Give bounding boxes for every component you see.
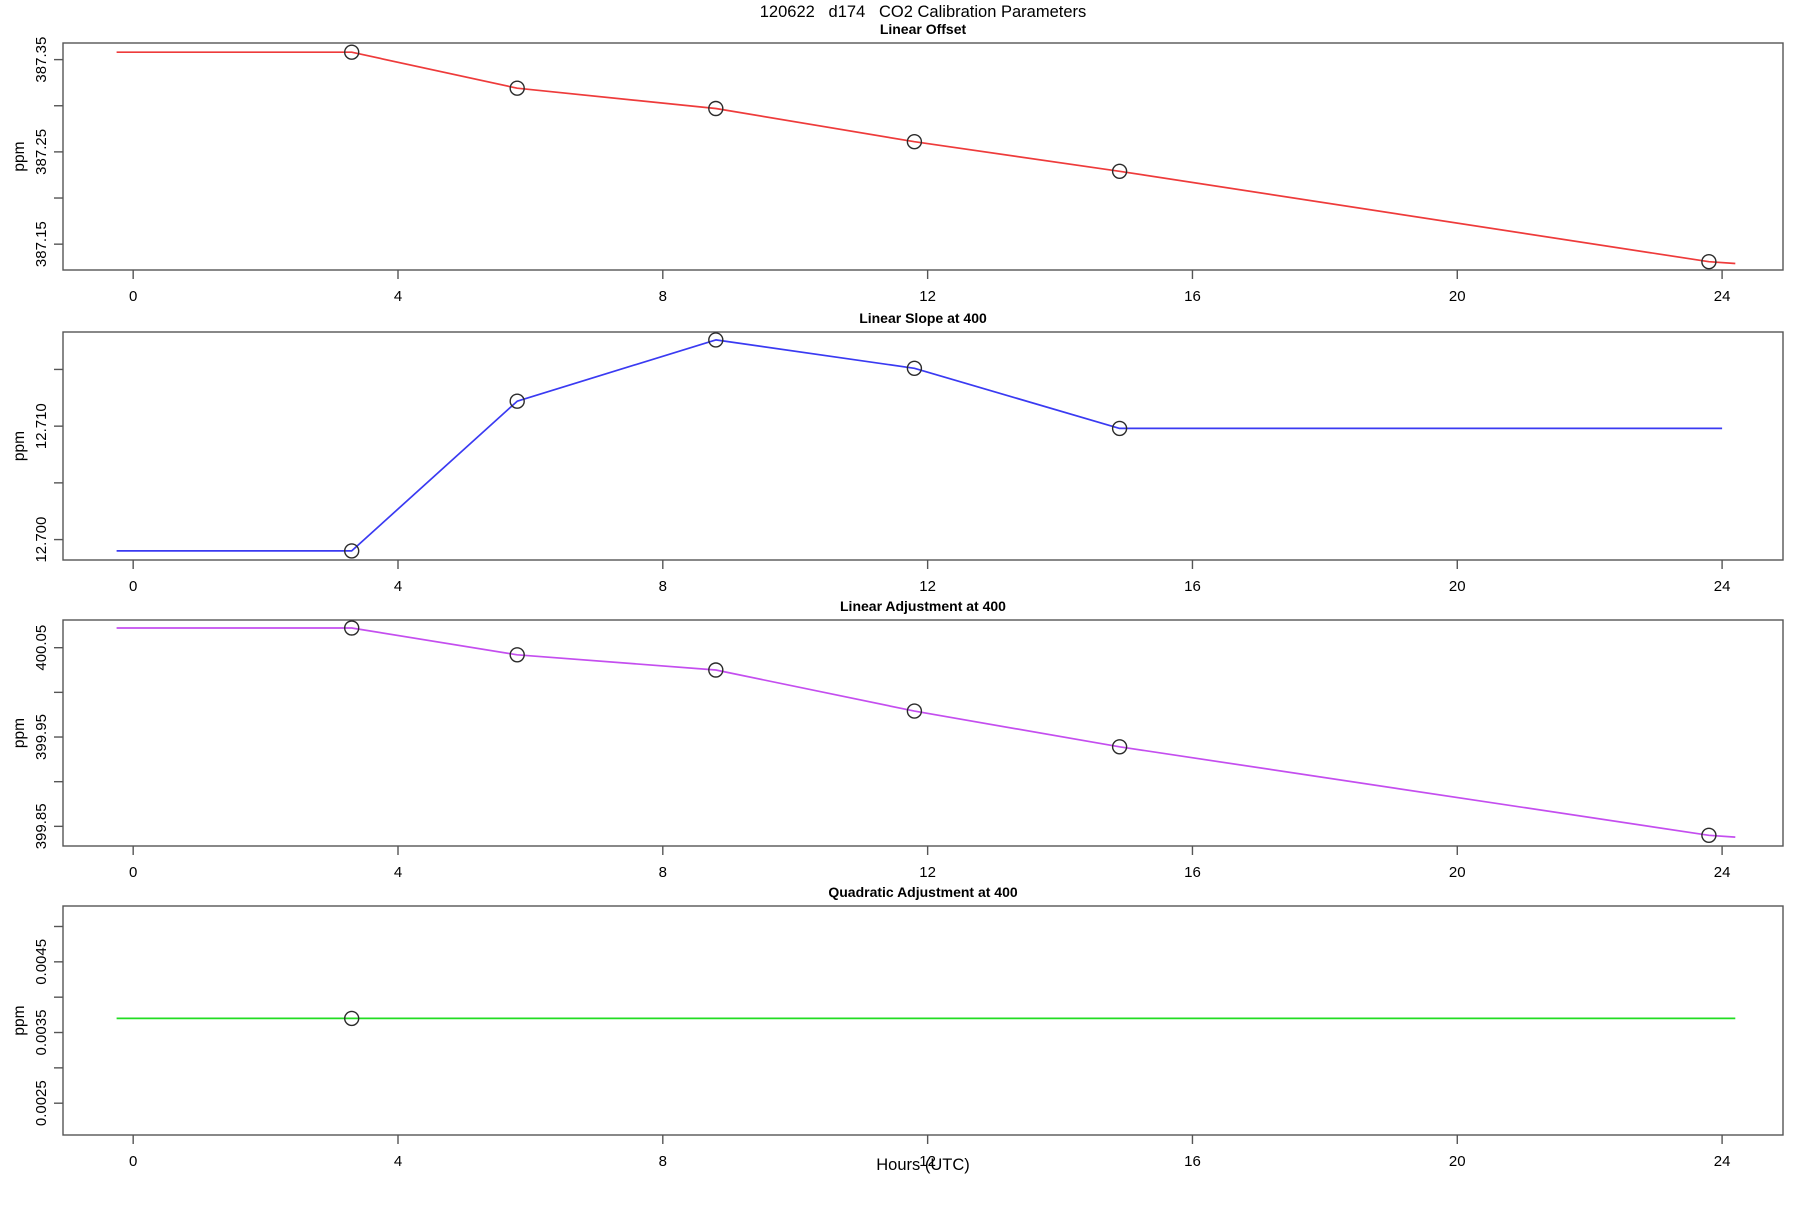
x-tick-label: 4 [394, 288, 402, 305]
panel-2: Linear Adjustment at 400 ppm 0 4 8 12 16 20 24 39… [11, 598, 1784, 881]
data-point-marker [906, 360, 923, 376]
series-line [116, 51, 1736, 265]
y-axis-title: ppm [11, 718, 28, 748]
x-tick-label: 4 [394, 1153, 402, 1170]
y-axis-title: ppm [11, 1005, 28, 1035]
y-tick-label: 12.700 [33, 517, 50, 563]
data-point-marker [906, 703, 923, 719]
data-point-marker [1701, 254, 1717, 270]
data-point-marker [1111, 739, 1128, 755]
x-tick-label: 8 [659, 1153, 667, 1170]
panel-1: Linear Slope at 400 ppm 0 4 8 12 16 20 24 12.700 1… [11, 310, 1784, 595]
x-tick-label: 12 [919, 1153, 936, 1170]
x-tick-label: 12 [919, 864, 936, 881]
x-tick-label: 4 [394, 578, 402, 595]
y-tick-label: 387.25 [33, 129, 50, 175]
x-tick-label: 12 [919, 578, 936, 595]
x-tick-label: 4 [394, 864, 402, 881]
x-tick-label: 0 [129, 864, 137, 881]
series-line [116, 627, 1736, 838]
data-point-marker [708, 100, 724, 117]
x-tick-label: 16 [1184, 864, 1201, 881]
x-tick-label: 24 [1714, 1153, 1731, 1170]
x-tick-label: 8 [659, 578, 667, 595]
x-tick-label: 20 [1449, 1153, 1466, 1170]
x-tick-label: 20 [1449, 864, 1466, 881]
data-point-marker [1701, 827, 1717, 843]
data-point-marker [1111, 163, 1128, 180]
data-point-marker [708, 662, 724, 678]
data-point-marker [509, 647, 525, 663]
x-axis-title: Hours (UTC) [876, 1156, 970, 1174]
data-point-marker [708, 332, 724, 348]
panel-title: Quadratic Adjustment at 400 [828, 884, 1018, 900]
x-tick-label: 8 [659, 288, 667, 305]
y-axis-title: ppm [11, 141, 28, 171]
x-tick-label: 0 [129, 288, 137, 305]
panel-3: Quadratic Adjustment at 400 ppm 0 4 8 12 16 20 2… [11, 884, 1784, 1170]
panel-title: Linear Offset [880, 21, 967, 37]
data-point-marker [906, 133, 923, 150]
panel-title: Linear Slope at 400 [859, 310, 987, 326]
x-tick-label: 0 [129, 578, 137, 595]
x-tick-label: 24 [1714, 288, 1731, 305]
data-point-marker [1111, 420, 1128, 437]
x-tick-label: 20 [1449, 578, 1466, 595]
plot-box [62, 42, 1784, 271]
y-tick-label: 387.35 [33, 37, 50, 83]
plot-box [62, 619, 1784, 847]
data-point-marker [509, 393, 525, 409]
x-tick-label: 12 [919, 288, 936, 305]
plot-box [62, 331, 1784, 561]
data-point-marker [509, 80, 525, 96]
y-tick-label: 12.710 [33, 403, 50, 449]
x-tick-label: 16 [1184, 1153, 1201, 1170]
y-tick-label: 399.95 [33, 714, 50, 760]
series-line [116, 339, 1723, 552]
x-tick-label: 24 [1714, 864, 1731, 881]
y-tick-label: 0.0045 [33, 939, 50, 985]
y-tick-label: 387.15 [33, 221, 50, 267]
y-tick-label: 0.0035 [33, 1010, 50, 1056]
data-point-marker [344, 1010, 360, 1027]
y-axis-title: ppm [11, 431, 28, 461]
y-tick-label: 0.0025 [33, 1080, 50, 1126]
x-tick-label: 0 [129, 1153, 137, 1170]
x-tick-label: 16 [1184, 288, 1201, 305]
x-tick-label: 24 [1714, 578, 1731, 595]
x-tick-label: 8 [659, 864, 667, 881]
x-tick-label: 16 [1184, 578, 1201, 595]
data-point-marker [344, 620, 360, 636]
page-title: 120622 d174 CO2 Calibration Parameters [759, 3, 1087, 21]
data-point-marker [344, 543, 360, 559]
data-point-marker [344, 44, 360, 60]
panel-title: Linear Adjustment at 400 [840, 598, 1006, 614]
y-tick-label: 399.85 [33, 803, 50, 849]
x-tick-label: 20 [1449, 288, 1466, 305]
panel-0: Linear Offset ppm 0 4 8 12 16 20 24 387.15 387.25 3… [11, 21, 1784, 305]
y-tick-label: 400.05 [33, 625, 50, 671]
plot-box [62, 905, 1784, 1136]
